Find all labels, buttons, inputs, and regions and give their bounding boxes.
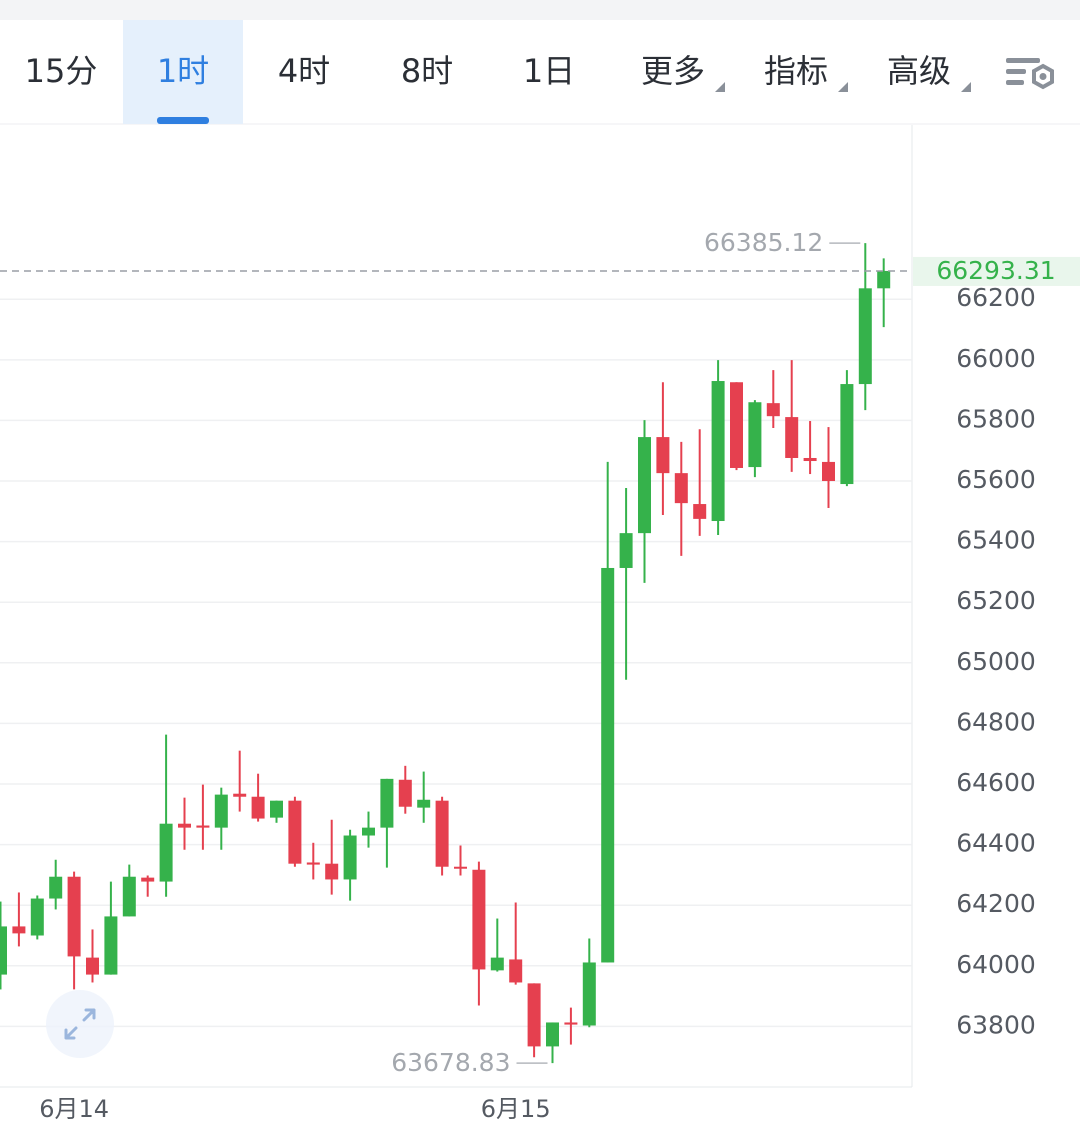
x-tick-label: 6月14 [39,1095,109,1123]
plot-area [0,243,912,1064]
candle-body [0,926,7,975]
candle-body [803,457,817,462]
candle-body [674,473,688,504]
candle-body [693,504,707,519]
dropdown-caret [961,82,971,92]
candle-body [251,796,265,819]
expand-button[interactable] [46,990,114,1058]
candle-body [766,403,780,417]
candle-body [398,779,412,807]
tab[interactable]: 15分 [25,52,98,90]
tab-label: 更多 [641,52,705,90]
candle-body [104,916,118,975]
y-tick-label: 65600 [956,465,1036,494]
candle-body [417,799,431,808]
candle-body [877,270,891,289]
candle-body [12,926,26,934]
candle-body [196,825,210,828]
tab-label: 4时 [278,52,330,90]
candle-body [159,823,173,882]
low-mark-label: 63678.83 [391,1048,510,1077]
candle-body [601,567,615,963]
tab-indicator [157,117,209,124]
tab[interactable]: 高级 [887,52,971,92]
grid [0,298,912,1028]
dropdown-caret [838,82,848,92]
candle-body [619,533,633,568]
tab[interactable]: 1日 [523,52,575,90]
tab[interactable]: 1时 [123,20,243,124]
candle-body [858,288,872,385]
tab-bar: 15分 1时 4时 8时 1日 更多 指标 高级 [25,20,971,124]
candle-body [472,869,486,970]
tab-label: 1日 [523,52,575,90]
candle-body [564,1022,578,1025]
labels: 63800 64000 64200 64400 64600 64800 65000 65200… [39,228,1080,1123]
dropdown-caret [715,82,725,92]
x-tick-label: 6月15 [481,1095,551,1123]
y-tick-label: 65200 [956,586,1036,615]
candle-body [435,800,449,867]
candle-body [509,959,523,983]
y-tick-label: 64000 [956,950,1036,979]
candle-body [122,876,136,917]
last-price-bg [913,256,1080,286]
candle-body [362,827,375,836]
candle-body [638,437,651,534]
y-tick-label: 64600 [956,768,1036,797]
settings-icon[interactable] [1006,58,1054,90]
candle-body [86,957,99,975]
candle-body [325,863,339,880]
y-tick-label: 64400 [956,829,1036,858]
candle-body [214,794,228,828]
candle-body [785,417,799,458]
candle-body [840,384,854,485]
candle-body [527,983,541,1047]
candle-body [178,823,191,828]
candle-body [380,778,394,828]
y-tick-label: 65400 [956,526,1036,555]
candle-body [306,862,320,865]
y-tick-label: 65800 [956,404,1036,433]
candle-body [49,876,63,899]
candle-body [582,962,596,1026]
tab-label: 指标 [764,52,828,90]
tab[interactable]: 指标 [764,52,848,92]
candle-body [711,381,725,522]
y-tick-label: 66200 [956,283,1036,312]
last-price-label: 66293.31 [936,256,1055,285]
y-tick-label: 66000 [956,344,1036,373]
candle-body [748,402,762,468]
candle-body [730,382,743,468]
tab[interactable]: 更多 [641,52,725,92]
candle-body [454,866,467,869]
y-tick-label: 64200 [956,889,1036,918]
high-mark-label: 66385.12 [704,228,823,257]
tab[interactable]: 8时 [401,52,453,90]
candle-body [67,876,81,957]
tab[interactable]: 4时 [278,52,330,90]
y-tick-label: 65000 [956,647,1036,676]
candle-body [656,437,670,474]
y-tick-label: 63800 [956,1010,1036,1039]
candle-body [288,800,302,864]
candle-body [546,1022,559,1047]
candle-body [30,898,44,936]
candle-body [270,800,283,818]
status-strip [0,0,1080,20]
tab-label: 8时 [401,52,453,90]
candle-body [141,877,155,882]
y-tick-label: 64800 [956,707,1036,736]
tab-label: 15分 [25,52,98,90]
tab-label: 高级 [887,52,951,90]
candle-body [343,835,357,880]
tab-active-bg [123,20,243,124]
candle-body [490,957,504,971]
candle-body [233,793,247,797]
tab-label: 1时 [157,52,209,90]
candle-body [822,461,835,482]
